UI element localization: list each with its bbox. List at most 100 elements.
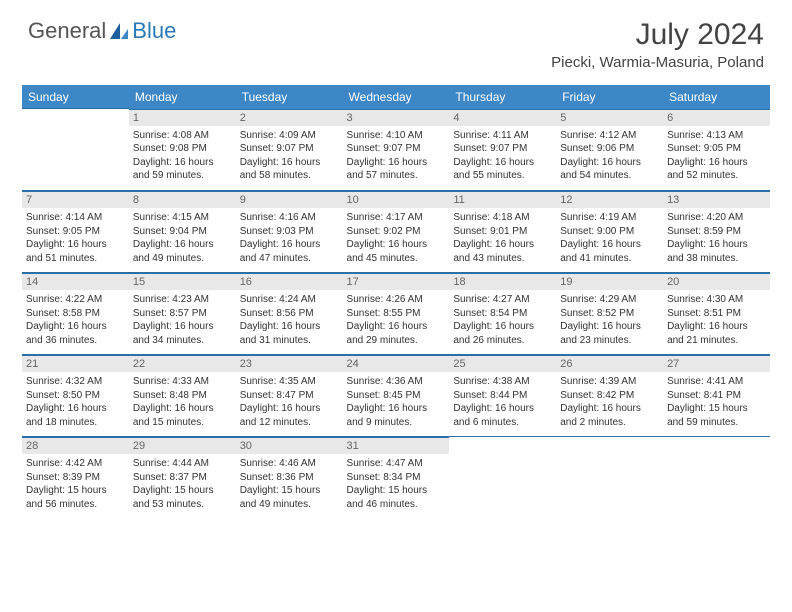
cell-day1: Daylight: 15 hours [26,484,125,498]
cell-sunrise: Sunrise: 4:16 AM [240,211,339,225]
location: Piecki, Warmia-Masuria, Poland [551,54,764,71]
cell-sunset: Sunset: 9:07 PM [347,142,446,156]
cell-sunrise: Sunrise: 4:23 AM [133,293,232,307]
cell-sunrise: Sunrise: 4:39 AM [560,375,659,389]
calendar-cell: 31Sunrise: 4:47 AMSunset: 8:34 PMDayligh… [343,437,450,519]
cell-day2: and 49 minutes. [133,252,232,266]
day-number: 5 [556,109,663,126]
cell-sunrise: Sunrise: 4:27 AM [453,293,552,307]
day-number: 14 [22,273,129,290]
cell-day2: and 55 minutes. [453,169,552,183]
cell-day1: Daylight: 16 hours [453,238,552,252]
cell-day1: Daylight: 15 hours [133,484,232,498]
cell-sunrise: Sunrise: 4:22 AM [26,293,125,307]
calendar-cell: 18Sunrise: 4:27 AMSunset: 8:54 PMDayligh… [449,273,556,355]
cell-sunset: Sunset: 8:52 PM [560,307,659,321]
cell-sunrise: Sunrise: 4:17 AM [347,211,446,225]
calendar-cell: 28Sunrise: 4:42 AMSunset: 8:39 PMDayligh… [22,437,129,519]
cell-day2: and 51 minutes. [26,252,125,266]
cell-sunset: Sunset: 8:41 PM [667,389,766,403]
cell-sunset: Sunset: 9:03 PM [240,225,339,239]
cell-sunrise: Sunrise: 4:29 AM [560,293,659,307]
day-number: 19 [556,273,663,290]
calendar-cell: 30Sunrise: 4:46 AMSunset: 8:36 PMDayligh… [236,437,343,519]
cell-day2: and 52 minutes. [667,169,766,183]
day-number: 6 [663,109,770,126]
calendar-cell [556,437,663,519]
day-header: Wednesday [343,86,450,109]
cell-day2: and 26 minutes. [453,334,552,348]
cell-day2: and 21 minutes. [667,334,766,348]
calendar-cell: 13Sunrise: 4:20 AMSunset: 8:59 PMDayligh… [663,191,770,273]
calendar-cell: 8Sunrise: 4:15 AMSunset: 9:04 PMDaylight… [129,191,236,273]
cell-day2: and 6 minutes. [453,416,552,430]
cell-day1: Daylight: 16 hours [667,320,766,334]
cell-sunrise: Sunrise: 4:18 AM [453,211,552,225]
cell-day2: and 43 minutes. [453,252,552,266]
month-title: July 2024 [551,18,764,52]
cell-sunset: Sunset: 8:56 PM [240,307,339,321]
cell-day2: and 47 minutes. [240,252,339,266]
cell-sunrise: Sunrise: 4:41 AM [667,375,766,389]
cell-day1: Daylight: 16 hours [240,238,339,252]
title-block: July 2024 Piecki, Warmia-Masuria, Poland [551,18,764,71]
cell-day2: and 49 minutes. [240,498,339,512]
cell-day1: Daylight: 16 hours [453,402,552,416]
cell-day1: Daylight: 16 hours [347,402,446,416]
calendar-cell: 19Sunrise: 4:29 AMSunset: 8:52 PMDayligh… [556,273,663,355]
cell-sunrise: Sunrise: 4:15 AM [133,211,232,225]
cell-sunrise: Sunrise: 4:11 AM [453,129,552,143]
calendar-cell: 12Sunrise: 4:19 AMSunset: 9:00 PMDayligh… [556,191,663,273]
cell-sunrise: Sunrise: 4:10 AM [347,129,446,143]
calendar-cell: 14Sunrise: 4:22 AMSunset: 8:58 PMDayligh… [22,273,129,355]
cell-day2: and 31 minutes. [240,334,339,348]
day-header: Saturday [663,86,770,109]
cell-sunset: Sunset: 8:50 PM [26,389,125,403]
day-number: 8 [129,191,236,208]
calendar-head: SundayMondayTuesdayWednesdayThursdayFrid… [22,86,770,109]
day-number: 31 [343,437,450,454]
cell-day1: Daylight: 16 hours [347,156,446,170]
cell-sunset: Sunset: 8:57 PM [133,307,232,321]
calendar-cell [663,437,770,519]
cell-day1: Daylight: 16 hours [560,402,659,416]
cell-sunrise: Sunrise: 4:47 AM [347,457,446,471]
calendar-cell: 26Sunrise: 4:39 AMSunset: 8:42 PMDayligh… [556,355,663,437]
cell-day1: Daylight: 16 hours [26,320,125,334]
calendar-cell: 22Sunrise: 4:33 AMSunset: 8:48 PMDayligh… [129,355,236,437]
calendar-cell: 20Sunrise: 4:30 AMSunset: 8:51 PMDayligh… [663,273,770,355]
cell-sunset: Sunset: 8:48 PM [133,389,232,403]
cell-sunset: Sunset: 9:05 PM [26,225,125,239]
cell-sunrise: Sunrise: 4:35 AM [240,375,339,389]
calendar-cell: 6Sunrise: 4:13 AMSunset: 9:05 PMDaylight… [663,109,770,191]
cell-day1: Daylight: 16 hours [133,238,232,252]
cell-sunset: Sunset: 9:02 PM [347,225,446,239]
calendar-cell [22,109,129,191]
calendar-body: 1Sunrise: 4:08 AMSunset: 9:08 PMDaylight… [22,109,770,519]
day-number: 23 [236,355,343,372]
cell-day1: Daylight: 16 hours [560,238,659,252]
cell-sunset: Sunset: 8:37 PM [133,471,232,485]
day-number: 12 [556,191,663,208]
day-number: 3 [343,109,450,126]
day-number: 15 [129,273,236,290]
cell-day2: and 36 minutes. [26,334,125,348]
cell-day1: Daylight: 16 hours [667,238,766,252]
cell-day2: and 9 minutes. [347,416,446,430]
cell-day2: and 59 minutes. [133,169,232,183]
sail-icon [108,21,130,41]
cell-sunrise: Sunrise: 4:32 AM [26,375,125,389]
cell-day2: and 12 minutes. [240,416,339,430]
cell-sunrise: Sunrise: 4:38 AM [453,375,552,389]
cell-sunset: Sunset: 9:07 PM [240,142,339,156]
cell-sunset: Sunset: 9:07 PM [453,142,552,156]
cell-day1: Daylight: 15 hours [240,484,339,498]
cell-sunrise: Sunrise: 4:09 AM [240,129,339,143]
cell-sunset: Sunset: 8:54 PM [453,307,552,321]
cell-sunrise: Sunrise: 4:24 AM [240,293,339,307]
cell-day1: Daylight: 16 hours [347,238,446,252]
calendar-cell: 17Sunrise: 4:26 AMSunset: 8:55 PMDayligh… [343,273,450,355]
cell-sunrise: Sunrise: 4:14 AM [26,211,125,225]
calendar-cell: 10Sunrise: 4:17 AMSunset: 9:02 PMDayligh… [343,191,450,273]
cell-sunrise: Sunrise: 4:36 AM [347,375,446,389]
